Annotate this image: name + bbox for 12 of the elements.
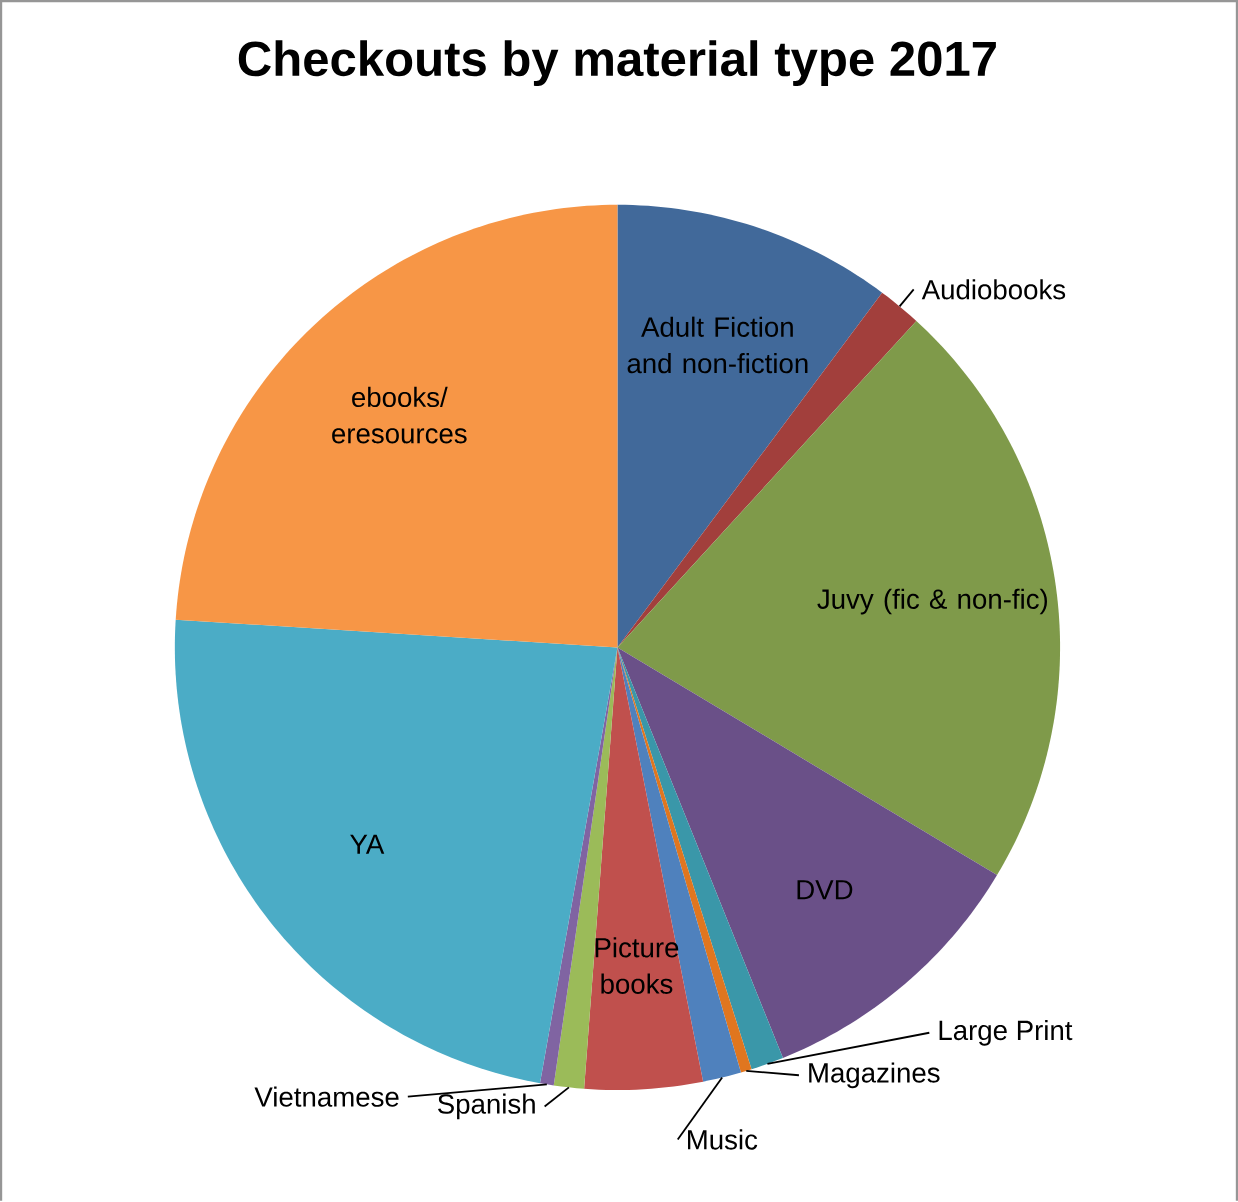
slice-label: Juvy (fic & non-fic): [817, 588, 1047, 615]
slice-label: Spanish: [437, 1093, 535, 1120]
slice-label: Large Print: [939, 1020, 1073, 1046]
slice-label: ebooks/ eresources: [332, 386, 467, 444]
slice-label: YA: [350, 834, 385, 854]
slice-label: Audiobooks: [921, 279, 1066, 300]
slice-label: Music: [688, 1129, 758, 1150]
slice-label: DVD: [797, 880, 853, 900]
slice-label: Magazines: [809, 1062, 940, 1089]
chart-title: Checkouts by material type 2017: [238, 40, 996, 87]
slice-label: Adult Fiction and non-fiction: [627, 316, 808, 374]
slice-label: Vietnamese: [254, 1086, 399, 1107]
